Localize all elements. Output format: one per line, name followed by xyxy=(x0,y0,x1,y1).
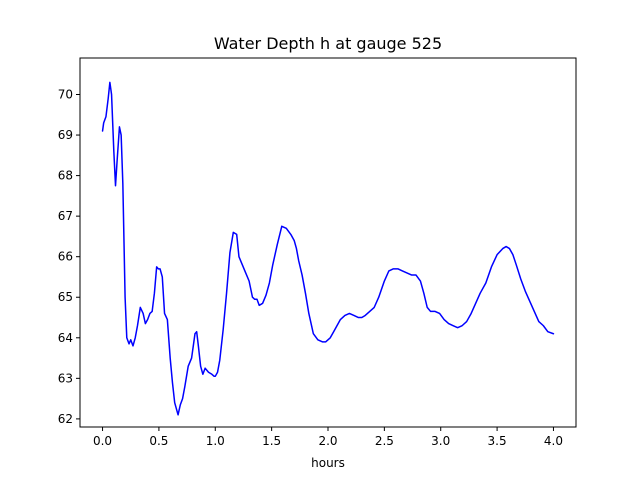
x-tick-label: 1.5 xyxy=(262,434,281,448)
x-tick-label: 4.0 xyxy=(544,434,563,448)
x-axis: 0.0 0.5 1.0 1.5 2.0 2.5 3.0 3.5 4.0 xyxy=(93,427,563,448)
x-axis-label: hours xyxy=(311,456,345,470)
y-tick-label: 67 xyxy=(58,209,73,223)
x-tick-label: 0.0 xyxy=(93,434,112,448)
x-tick-label: 2.5 xyxy=(375,434,394,448)
x-tick-label: 0.5 xyxy=(149,434,168,448)
y-tick-label: 65 xyxy=(58,290,73,304)
y-tick-label: 62 xyxy=(58,412,73,426)
plot-area: 0.0 0.5 1.0 1.5 2.0 2.5 3.0 3.5 4.0 62 63 64 65 66 67… xyxy=(58,57,577,448)
series-line-0 xyxy=(101,81,555,416)
y-tick-label: 64 xyxy=(58,331,73,345)
x-tick-label: 2.0 xyxy=(318,434,337,448)
series-group xyxy=(101,81,555,416)
y-tick-label: 68 xyxy=(58,169,73,183)
chart-title: Water Depth h at gauge 525 xyxy=(214,34,442,53)
y-tick-label: 69 xyxy=(58,128,73,142)
x-tick-label: 1.0 xyxy=(206,434,225,448)
plot-frame xyxy=(79,57,577,428)
x-tick-label: 3.0 xyxy=(431,434,450,448)
y-tick-label: 63 xyxy=(58,371,73,385)
x-tick-label: 3.5 xyxy=(488,434,507,448)
y-axis: 62 63 64 65 66 67 68 69 70 xyxy=(58,87,80,426)
y-tick-label: 66 xyxy=(58,250,73,264)
y-tick-label: 70 xyxy=(58,87,73,101)
